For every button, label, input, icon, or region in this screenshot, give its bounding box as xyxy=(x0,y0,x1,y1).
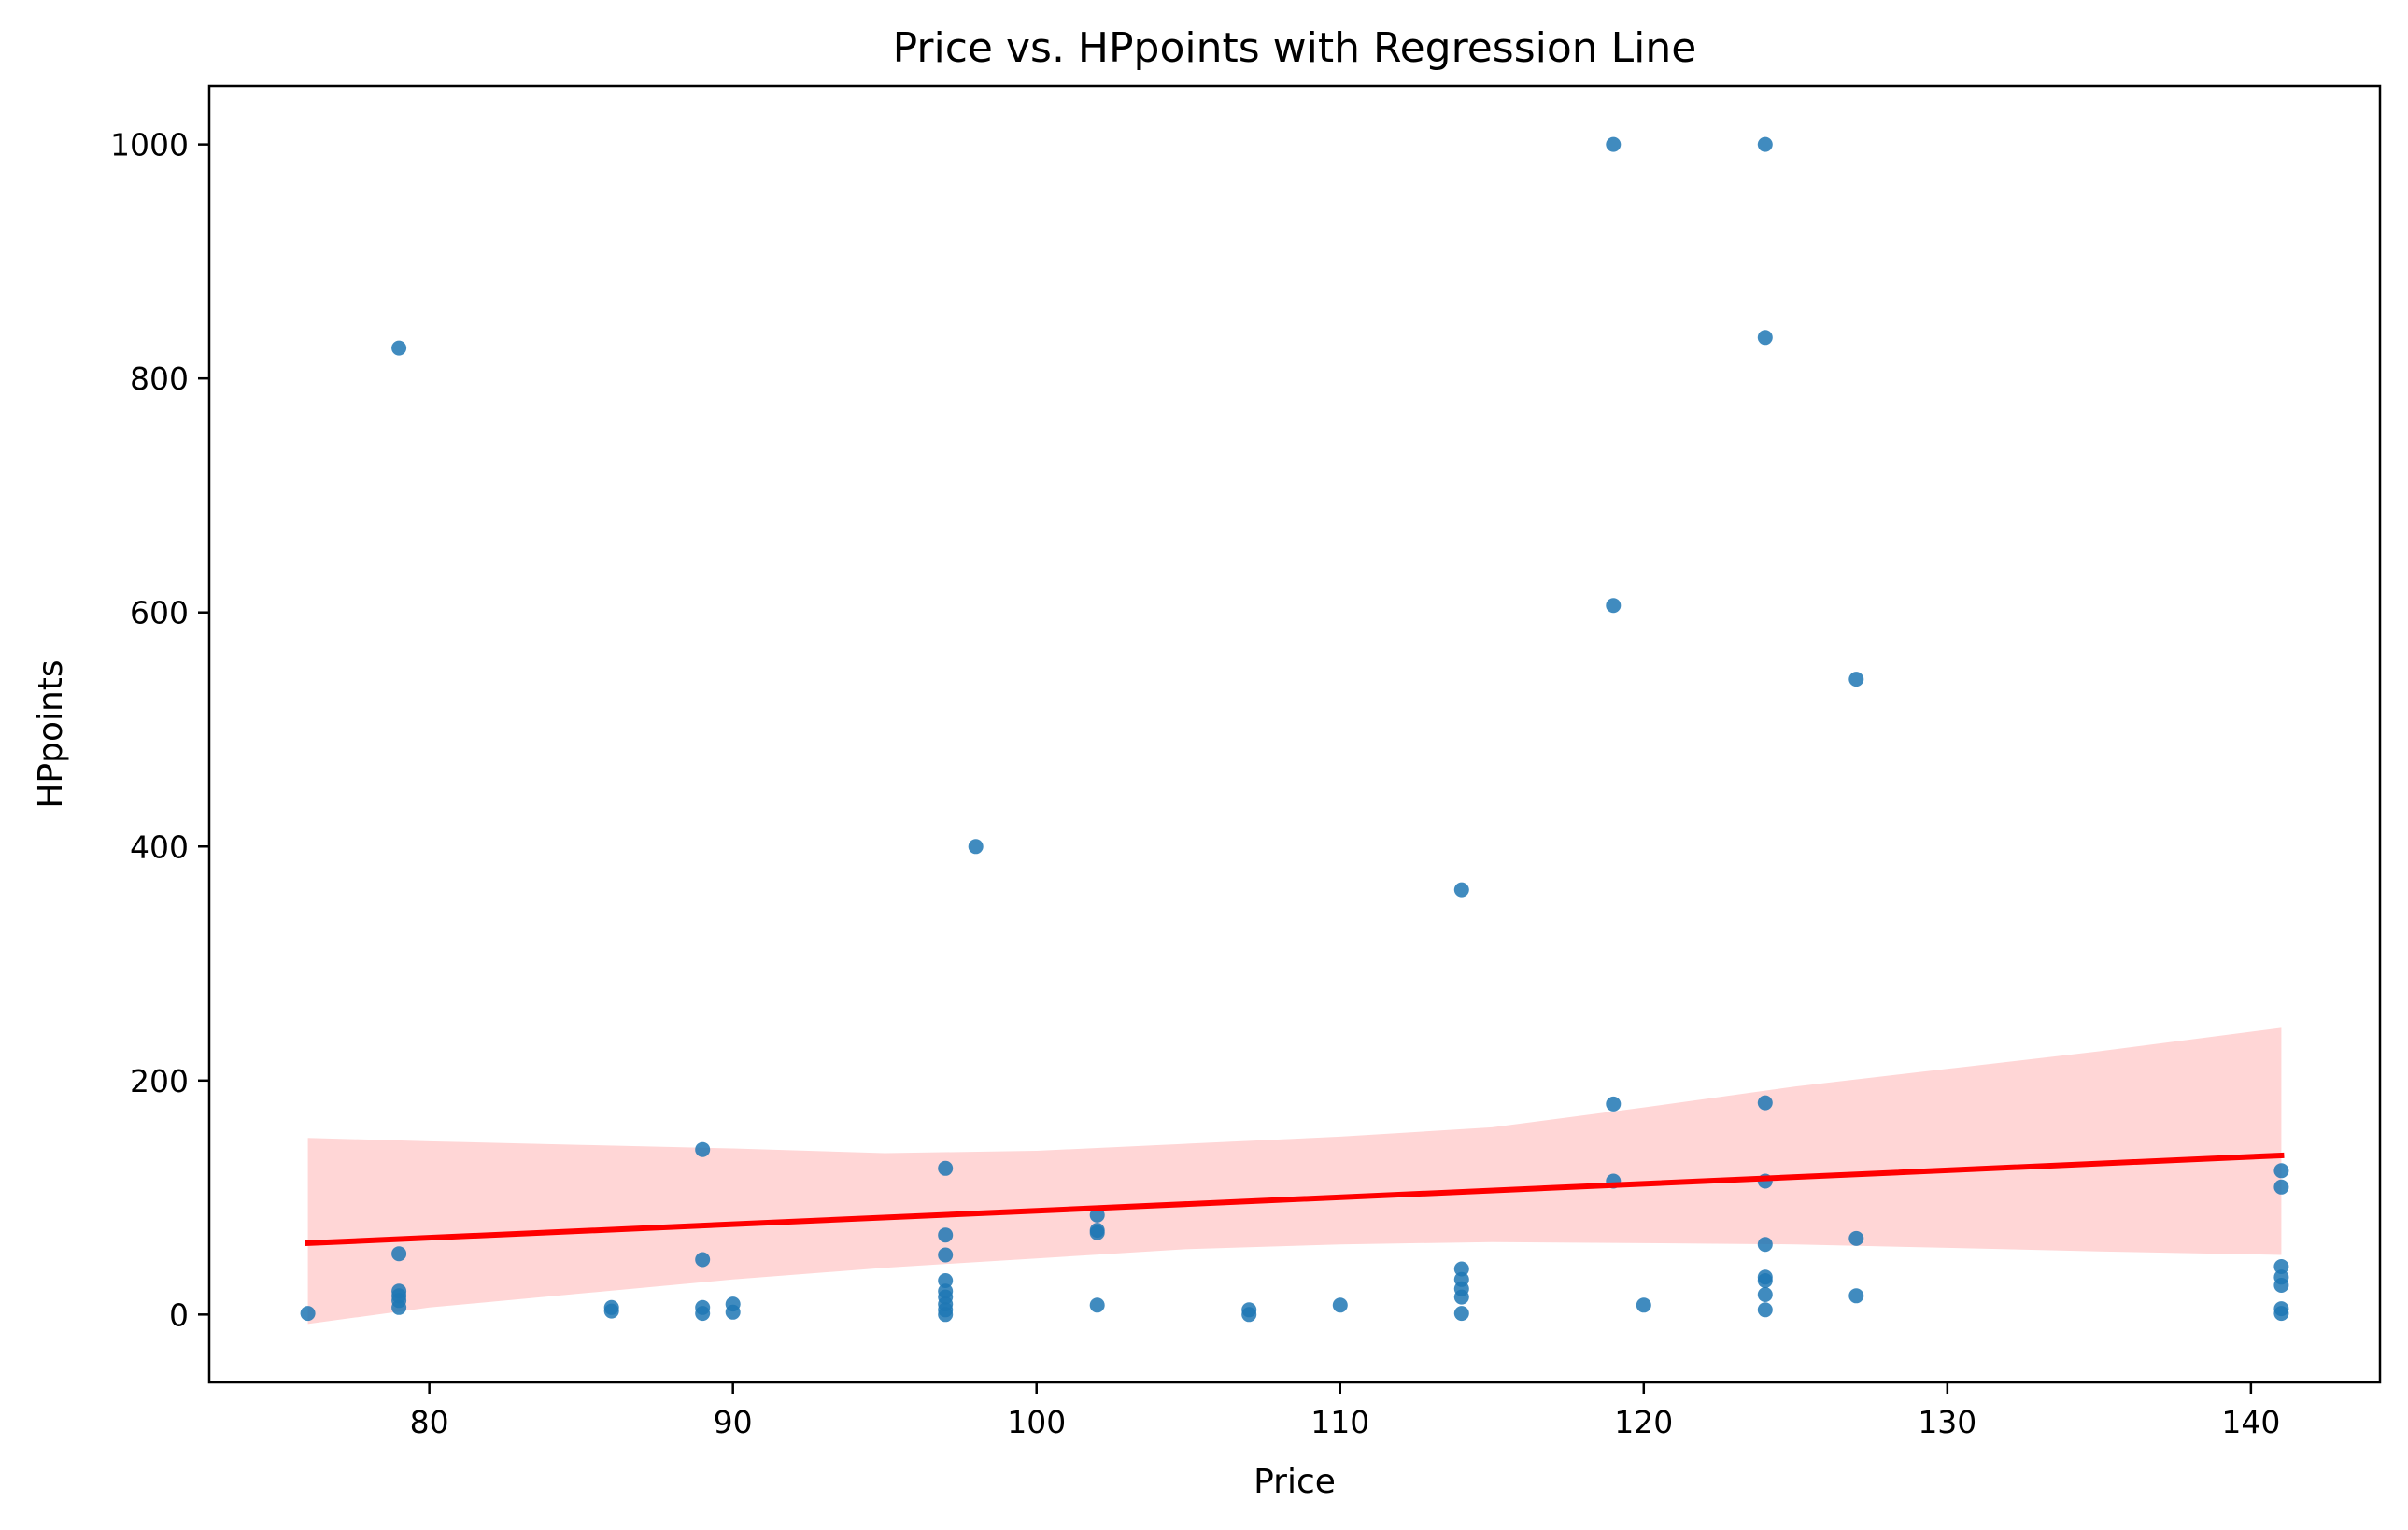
data-point xyxy=(1453,1289,1469,1305)
data-point xyxy=(603,1303,619,1319)
y-tick-label: 400 xyxy=(130,829,189,865)
data-point xyxy=(968,839,984,855)
data-point xyxy=(391,340,407,356)
data-point xyxy=(1848,672,1864,687)
data-point xyxy=(1757,1095,1773,1111)
data-point xyxy=(1757,1302,1773,1318)
data-point xyxy=(1089,1225,1105,1240)
data-point xyxy=(1757,1273,1773,1288)
confidence-band-layer xyxy=(307,1027,2282,1325)
y-tick-label: 1000 xyxy=(110,127,189,163)
data-point xyxy=(938,1307,954,1323)
data-point xyxy=(1848,1230,1864,1246)
x-tick-label: 100 xyxy=(1007,1404,1066,1440)
regression-line xyxy=(305,1152,2285,1247)
data-point xyxy=(391,1246,407,1262)
data-point xyxy=(1453,882,1469,898)
data-point xyxy=(2273,1278,2289,1293)
chart-title: Price vs. HPpoints with Regression Line xyxy=(893,24,1697,72)
points-layer xyxy=(300,136,2289,1323)
y-tick-label: 0 xyxy=(169,1296,189,1333)
data-point xyxy=(1757,330,1773,346)
data-point xyxy=(938,1227,954,1243)
y-axis-label: HPpoints xyxy=(32,659,70,808)
x-tick-label: 80 xyxy=(410,1404,449,1440)
data-point xyxy=(2273,1163,2289,1179)
x-tick-label: 90 xyxy=(714,1404,753,1440)
data-point xyxy=(1606,598,1622,614)
data-point xyxy=(1089,1207,1105,1223)
data-point xyxy=(1606,1096,1622,1112)
y-tick-label: 200 xyxy=(130,1063,189,1099)
data-point xyxy=(1757,136,1773,152)
data-point xyxy=(938,1160,954,1176)
data-point xyxy=(1241,1307,1257,1323)
data-point xyxy=(695,1252,711,1268)
data-point xyxy=(1636,1297,1651,1313)
x-axis-ticks: 80 90 100 110 120 130 140 xyxy=(410,1382,2280,1440)
data-point xyxy=(695,1306,711,1322)
data-point xyxy=(938,1247,954,1263)
data-point xyxy=(2273,1179,2289,1195)
data-point xyxy=(1757,1237,1773,1253)
plot-frame xyxy=(207,84,2382,1384)
data-point xyxy=(2273,1306,2289,1322)
data-point xyxy=(2273,1259,2289,1274)
x-tick-label: 130 xyxy=(1918,1404,1976,1440)
x-tick-label: 120 xyxy=(1614,1404,1673,1440)
y-tick-label: 800 xyxy=(130,361,189,397)
y-axis-ticks: 0 200 400 600 800 1000 xyxy=(110,127,209,1333)
data-point xyxy=(1606,136,1622,152)
y-tick-label: 600 xyxy=(130,595,189,631)
data-point xyxy=(695,1141,711,1157)
data-point xyxy=(1453,1261,1469,1277)
data-point xyxy=(938,1273,954,1288)
data-point xyxy=(391,1299,407,1315)
x-tick-label: 110 xyxy=(1310,1404,1369,1440)
data-point xyxy=(1332,1297,1348,1313)
data-point xyxy=(1453,1306,1469,1322)
data-point xyxy=(1848,1288,1864,1304)
x-tick-label: 140 xyxy=(2221,1404,2280,1440)
regression-line-layer xyxy=(305,1152,2285,1247)
data-point xyxy=(1089,1297,1105,1313)
data-point xyxy=(725,1304,741,1320)
confidence-band xyxy=(307,1027,2282,1325)
data-point xyxy=(1757,1287,1773,1302)
x-axis-label: Price xyxy=(1254,1463,1336,1501)
data-point xyxy=(300,1306,316,1322)
